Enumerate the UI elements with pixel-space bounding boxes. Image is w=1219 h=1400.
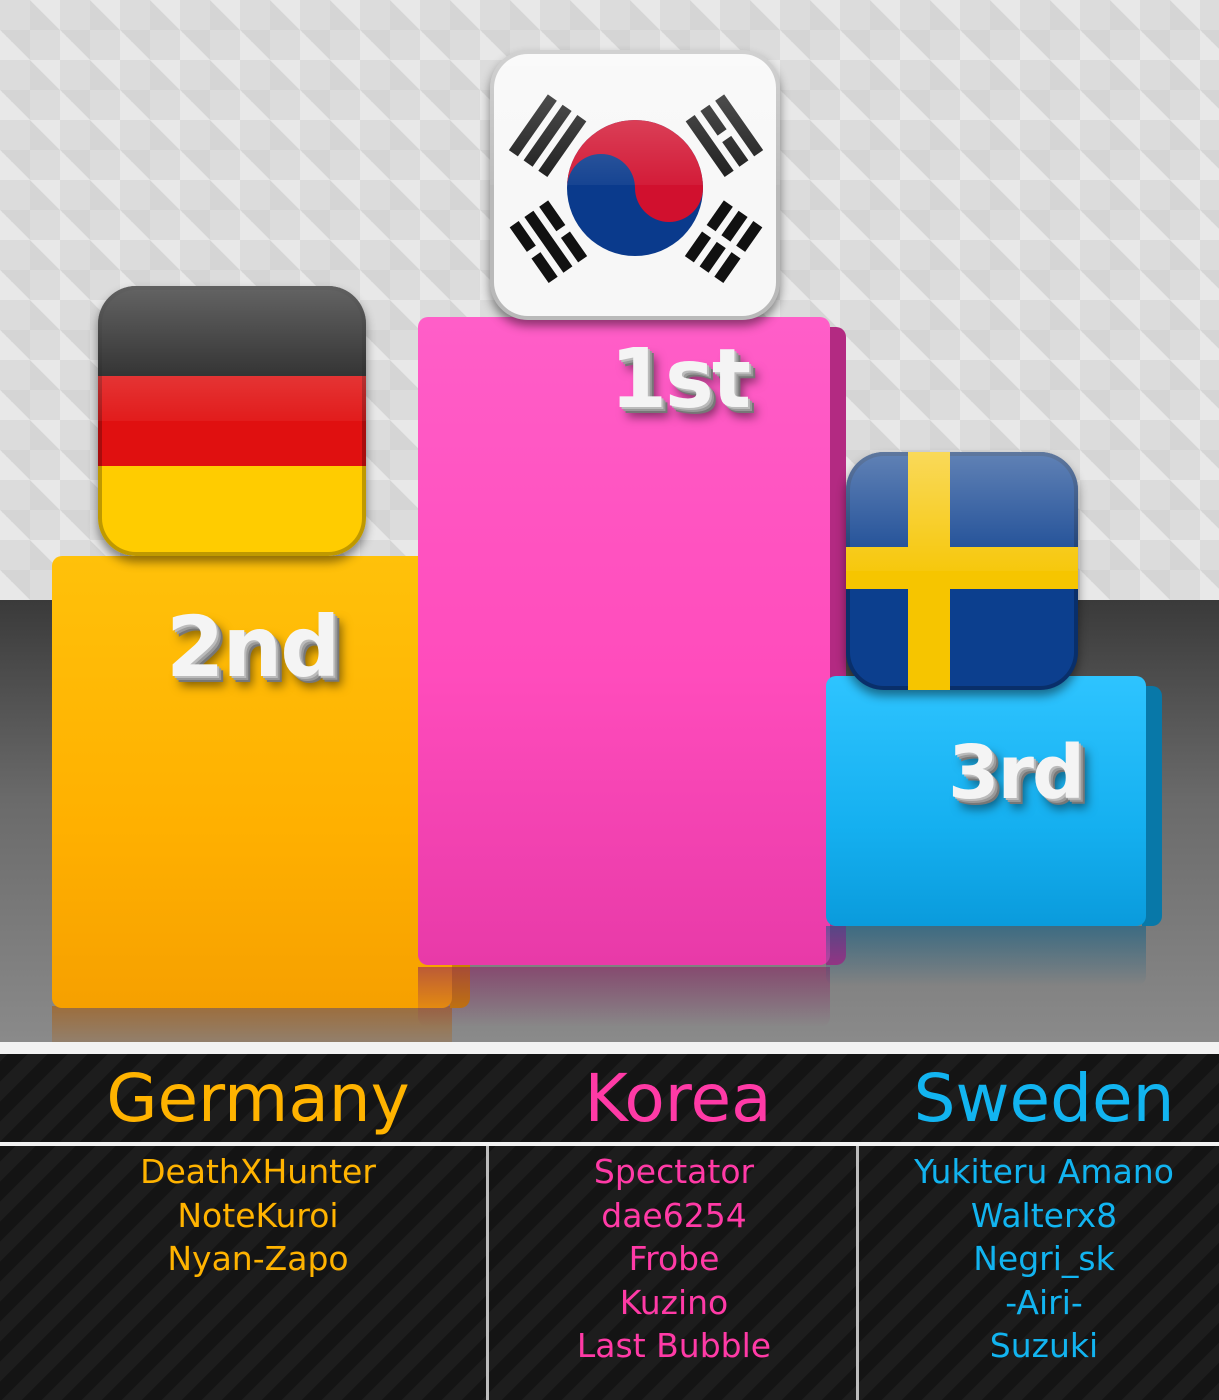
rank-label-second: 2nd <box>166 598 340 696</box>
column-divider <box>486 1146 489 1400</box>
block-front <box>52 556 452 1008</box>
podium-scene: 1st 2nd 3rd <box>0 0 1219 1042</box>
block-reflection <box>826 926 1146 986</box>
sweden-flag-icon <box>846 452 1078 690</box>
list-item: Walterx8 <box>970 1195 1118 1235</box>
list-item: DeathXHunter <box>140 1152 376 1191</box>
list-item: Yukiteru Amano <box>914 1152 1174 1191</box>
south-korea-flag-icon <box>490 50 780 320</box>
korea-flag-art <box>508 94 764 284</box>
flag-cross-horizontal <box>846 547 1078 589</box>
divider-top <box>0 1042 1219 1054</box>
list-item: Frobe <box>628 1239 720 1278</box>
podium-block-first <box>418 317 846 1027</box>
list-item: Suzuki <box>989 1326 1099 1365</box>
list-item: -Airi- <box>1005 1282 1083 1322</box>
block-front <box>418 317 830 965</box>
list-item: dae6254 <box>601 1195 747 1235</box>
podium-block-second <box>52 556 470 1042</box>
flag-gloss <box>98 286 366 421</box>
rank-label-third: 3rd <box>948 730 1085 816</box>
germany-flag-icon <box>98 286 366 556</box>
column-divider <box>856 1146 859 1400</box>
list-item: Last Bubble <box>576 1326 772 1365</box>
team-members-korea: Spectator dae6254 Frobe Kuzino Last Bubb… <box>484 1150 864 1368</box>
list-item: Kuzino <box>619 1282 729 1322</box>
list-item: Nyan-Zapo <box>167 1239 349 1278</box>
block-front <box>826 676 1146 926</box>
flag-gloss <box>846 452 1078 571</box>
list-item: Spectator <box>593 1152 755 1191</box>
divider-header <box>0 1142 1219 1146</box>
block-side <box>1142 686 1162 926</box>
block-reflection <box>418 967 830 1027</box>
list-item: Negri_sk <box>973 1239 1115 1278</box>
team-name-sweden: Sweden <box>913 1060 1175 1137</box>
rank-label-first: 1st <box>610 332 751 427</box>
team-name-germany: Germany <box>106 1060 410 1137</box>
podium-block-third <box>826 676 1162 986</box>
team-name-korea: Korea <box>584 1060 772 1137</box>
team-members-sweden: Yukiteru Amano Walterx8 Negri_sk -Airi- … <box>854 1150 1219 1368</box>
teams-panel: Germany Korea Sweden DeathXHunter NoteKu… <box>0 1042 1219 1400</box>
team-members-germany: DeathXHunter NoteKuroi Nyan-Zapo <box>68 1150 448 1281</box>
flag-gloss <box>490 50 780 185</box>
block-reflection <box>52 1006 452 1042</box>
list-item: NoteKuroi <box>177 1195 339 1235</box>
